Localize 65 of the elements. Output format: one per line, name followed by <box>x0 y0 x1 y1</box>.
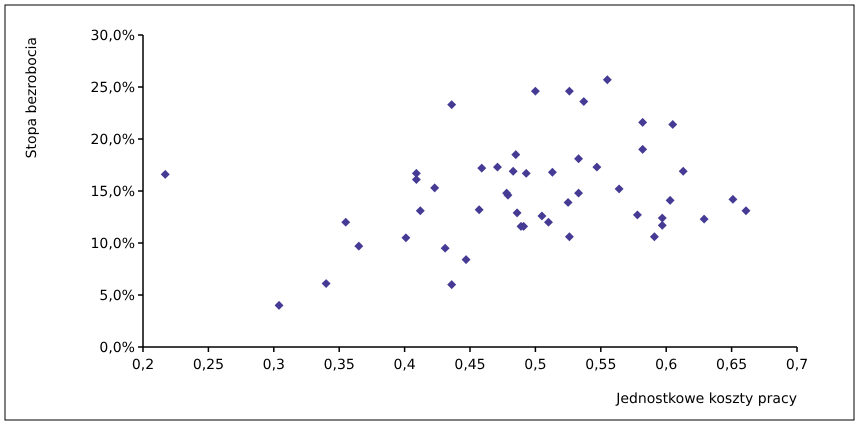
point <box>728 194 738 204</box>
point <box>658 220 667 230</box>
point <box>564 86 574 96</box>
x-tick-label: 0,5 <box>524 357 547 373</box>
point <box>447 280 456 290</box>
point <box>592 162 602 172</box>
point <box>564 232 574 242</box>
point <box>668 120 678 129</box>
y-tick-label: 5,0% <box>99 288 135 304</box>
point <box>322 279 331 288</box>
point <box>447 100 456 110</box>
point <box>430 183 440 192</box>
x-tick-label: 0,4 <box>393 357 416 373</box>
point <box>160 170 170 179</box>
y-tick-label: 30,0% <box>90 28 135 44</box>
point <box>658 214 667 223</box>
y-tick-label: 15,0% <box>90 184 135 200</box>
point <box>462 255 471 264</box>
y-tick-label: 10,0% <box>90 236 135 252</box>
point <box>742 206 750 216</box>
point <box>678 166 688 176</box>
point <box>548 168 557 177</box>
x-tick-label: 0,65 <box>716 357 748 373</box>
x-tick-label: 0,35 <box>324 357 355 373</box>
point <box>412 175 421 184</box>
point <box>632 210 642 220</box>
point <box>638 144 648 154</box>
x-tick-label: 0,45 <box>454 357 486 373</box>
x-tick-label: 0,7 <box>786 357 808 373</box>
point <box>564 198 573 207</box>
point <box>530 86 540 96</box>
point <box>341 218 350 227</box>
y-tick-label: 25,0% <box>90 80 135 96</box>
point <box>650 232 659 242</box>
y-axis-title: Stopa bezrobocia <box>24 37 40 158</box>
point <box>474 205 484 214</box>
point <box>492 162 502 172</box>
point <box>638 118 648 127</box>
point <box>477 164 486 173</box>
point <box>544 218 553 227</box>
point <box>666 196 675 205</box>
point <box>354 242 364 251</box>
y-tick-label: 20,0% <box>90 132 135 148</box>
point <box>522 168 531 178</box>
point <box>416 206 425 216</box>
point <box>274 300 284 310</box>
point <box>537 211 546 220</box>
x-tick-label: 0,3 <box>262 357 285 373</box>
point <box>512 208 522 218</box>
y-tick-label: 0,0% <box>99 340 135 356</box>
point <box>574 154 584 164</box>
point <box>401 233 410 242</box>
x-tick-label: 0,55 <box>585 357 616 373</box>
point <box>700 214 709 224</box>
point <box>440 244 450 253</box>
point <box>574 188 584 198</box>
point <box>511 150 520 160</box>
x-tick-label: 0,6 <box>655 357 678 373</box>
x-tick-label: 0,2 <box>132 357 154 373</box>
x-tick-label: 0,25 <box>192 357 224 373</box>
point <box>602 75 612 84</box>
x-axis-title: Jednostkowe koszty pracy <box>615 391 797 407</box>
point <box>614 184 624 194</box>
point <box>508 166 518 176</box>
point <box>579 97 588 106</box>
